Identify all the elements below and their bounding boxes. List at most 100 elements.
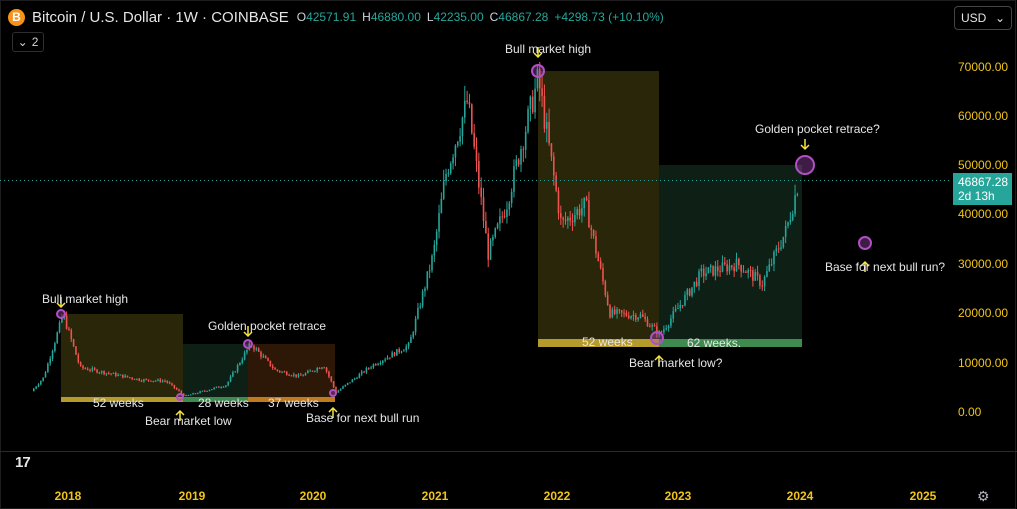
candle-body: [107, 373, 110, 375]
candle-body: [208, 389, 211, 391]
candle-body: [557, 190, 560, 214]
candle-body: [192, 393, 194, 395]
candle-body: [524, 131, 527, 150]
candle-body: [122, 374, 124, 378]
arrow-icon: [533, 52, 543, 59]
candle-body: [323, 367, 326, 369]
candle-body: [143, 379, 145, 382]
candle-body: [400, 351, 403, 353]
candle-body: [412, 332, 415, 338]
candle-body: [309, 370, 311, 372]
candle-body: [709, 265, 712, 268]
candle-body: [47, 363, 49, 373]
candle-body: [93, 368, 96, 370]
candle-body: [325, 367, 328, 372]
candle-body: [344, 384, 347, 387]
candle-body: [707, 267, 710, 274]
candle-body: [353, 378, 356, 380]
candle-body: [578, 209, 581, 216]
candle-body: [220, 387, 222, 389]
currency-select[interactable]: USD ⌄: [954, 6, 1012, 30]
candle-body: [150, 380, 152, 382]
candle-body: [627, 315, 630, 319]
bitcoin-icon: B: [8, 8, 25, 26]
candle-body: [241, 359, 244, 363]
annotation-golden-pocket: Golden pocket retrace?: [755, 122, 880, 136]
candle-body: [222, 386, 225, 388]
candle-body: [56, 332, 59, 344]
candle-body: [140, 380, 143, 382]
candle-body: [288, 374, 290, 376]
candle-body: [632, 314, 635, 317]
candle-body: [260, 351, 262, 357]
time-axis-divider: [0, 451, 1017, 452]
candle-body: [33, 388, 35, 392]
ohlc-high: H46880.00: [362, 10, 421, 24]
candle-body: [630, 316, 632, 319]
candle-body: [374, 364, 377, 366]
candle-body: [405, 346, 408, 351]
candle-body: [536, 69, 539, 89]
candle-body: [372, 364, 375, 368]
candle-body: [431, 255, 433, 271]
candle-body: [501, 216, 504, 218]
candle-body: [693, 281, 696, 288]
ohlc-change: +4298.73 (+10.10%): [554, 10, 664, 24]
candle-body: [634, 314, 637, 320]
candle-body: [110, 373, 112, 375]
tradingview-logo-icon[interactable]: 17: [15, 454, 31, 471]
arrow-icon: [175, 409, 185, 416]
symbol-header[interactable]: B Bitcoin / U.S. Dollar · 1W · COINBASE …: [8, 6, 664, 28]
candle-body: [564, 219, 567, 221]
candle-body: [379, 363, 382, 365]
price-axis-label: 0.00: [958, 405, 982, 419]
candle-body: [780, 247, 782, 249]
candle-body: [114, 372, 117, 376]
candle-body: [276, 369, 279, 371]
candle-body: [667, 325, 670, 329]
candle-body: [503, 216, 506, 218]
candle-body: [581, 208, 583, 216]
pivot-marker: [650, 331, 664, 345]
candle-body: [576, 209, 579, 215]
candle-body: [351, 379, 354, 383]
candle-body: [463, 100, 466, 118]
pivot-marker: [176, 393, 184, 401]
candle-body: [588, 200, 590, 228]
candle-body: [613, 309, 616, 314]
arrow-icon: [56, 302, 66, 309]
symbol-title[interactable]: Bitcoin / U.S. Dollar · 1W · COINBASE: [32, 8, 289, 26]
arrow-icon: [800, 144, 810, 151]
duration-bar: [248, 397, 335, 402]
candle-body: [604, 281, 607, 296]
candle-body: [117, 374, 119, 376]
candle-body: [42, 377, 44, 381]
candle-body: [791, 213, 794, 221]
candle-body: [316, 368, 319, 371]
candle-body: [269, 360, 272, 367]
candle-body: [620, 310, 623, 313]
candle-body: [178, 389, 180, 392]
candle-body: [480, 187, 482, 198]
candle-body: [98, 372, 101, 374]
indicators-toggle[interactable]: ⌄ 2: [12, 32, 44, 52]
candle-body: [534, 88, 536, 113]
chevron-down-icon: ⌄: [17, 35, 28, 49]
candle-body: [124, 375, 126, 378]
candle-body: [133, 378, 136, 380]
candle-body: [239, 362, 241, 365]
candle-body: [754, 272, 757, 281]
candle-body: [211, 389, 213, 391]
candle-body: [194, 393, 197, 395]
candle-body: [255, 348, 258, 350]
candle-body: [292, 374, 295, 376]
candle-body: [243, 352, 246, 360]
candle-body: [468, 102, 471, 105]
candle-body: [752, 270, 754, 281]
candle-body: [166, 380, 169, 383]
candle-body: [794, 195, 796, 214]
gear-icon[interactable]: ⚙: [977, 488, 990, 504]
candle-body: [75, 346, 77, 355]
candle-body: [637, 317, 639, 320]
